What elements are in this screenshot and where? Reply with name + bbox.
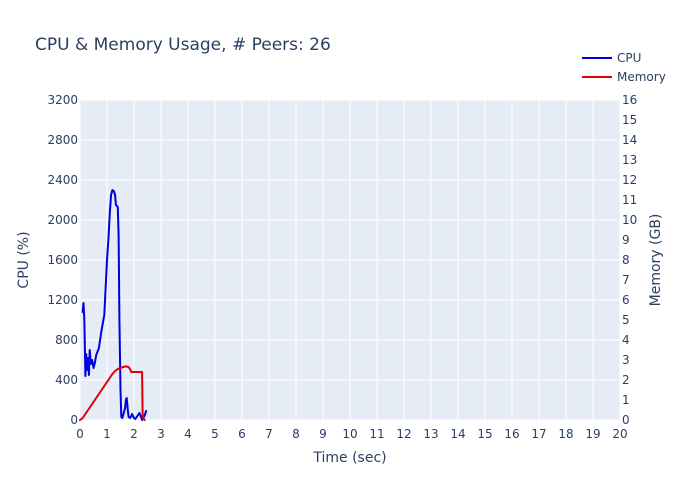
y2-tick-label: 11	[622, 193, 637, 207]
x-tick-label: 7	[265, 427, 273, 441]
gridlines	[79, 99, 621, 421]
y2-tick-label: 1	[622, 393, 630, 407]
x-tick-label: 18	[558, 427, 573, 441]
legend-item-cpu[interactable]: CPU	[582, 51, 641, 65]
y2-tick-label: 12	[622, 173, 637, 187]
y-tick-label: 400	[55, 373, 78, 387]
y-tick-label: 2800	[47, 133, 78, 147]
x-tick-label: 20	[612, 427, 627, 441]
x-tick-label: 0	[76, 427, 84, 441]
y2-tick-label: 3	[622, 353, 630, 367]
y2-tick-label: 15	[622, 113, 637, 127]
y-tick-label: 2400	[47, 173, 78, 187]
x-tick-label: 19	[585, 427, 600, 441]
x-tick-label: 5	[211, 427, 219, 441]
x-tick-label: 11	[369, 427, 384, 441]
x-tick-label: 14	[450, 427, 465, 441]
legend-label-cpu: CPU	[617, 51, 641, 65]
legend-label-memory: Memory	[617, 70, 666, 84]
y-tick-label: 1600	[47, 253, 78, 267]
legend-item-memory[interactable]: Memory	[582, 70, 666, 84]
legend[interactable]: CPU Memory	[582, 51, 666, 84]
y2-tick-label: 10	[622, 213, 637, 227]
x-tick-label: 15	[477, 427, 492, 441]
y-tick-label: 2000	[47, 213, 78, 227]
y2-tick-label: 8	[622, 253, 630, 267]
x-tick-label: 3	[157, 427, 165, 441]
x-tick-label: 12	[396, 427, 411, 441]
y2-tick-label: 6	[622, 293, 630, 307]
y2-tick-label: 2	[622, 373, 630, 387]
series-line-memory	[79, 365, 146, 421]
y2-tick-label: 5	[622, 313, 630, 327]
series-lines	[79, 189, 148, 421]
x-axis-ticks: 0 1 2 3 4 5 6 7 8 9 10 11 12 13 14 15 16 17 18 19 20	[76, 427, 627, 441]
chart-title: CPU & Memory Usage, # Peers: 26	[35, 35, 331, 55]
x-tick-label: 10	[342, 427, 357, 441]
y-tick-label: 800	[55, 333, 78, 347]
y2-tick-label: 9	[622, 233, 630, 247]
y2-tick-label: 14	[622, 133, 637, 147]
x-tick-label: 6	[238, 427, 246, 441]
y2-axis-title: Memory (GB)	[648, 214, 664, 307]
y2-tick-label: 13	[622, 153, 637, 167]
y2-tick-label: 0	[622, 413, 630, 427]
y2-tick-label: 4	[622, 333, 630, 347]
y-tick-label: 1200	[47, 293, 78, 307]
x-tick-label: 8	[292, 427, 300, 441]
x-tick-label: 4	[184, 427, 192, 441]
y-axis-ticks: 0 400 800 1200 1600 2000 2400 2800 3200	[47, 93, 78, 427]
x-tick-label: 13	[423, 427, 438, 441]
x-tick-label: 2	[130, 427, 138, 441]
x-tick-label: 1	[103, 427, 111, 441]
y-tick-label: 3200	[47, 93, 78, 107]
series-line-cpu	[81, 189, 148, 421]
x-tick-label: 16	[504, 427, 519, 441]
y2-tick-label: 7	[622, 273, 630, 287]
x-tick-label: 9	[319, 427, 327, 441]
y-axis-title: CPU (%)	[16, 231, 32, 288]
x-tick-label: 17	[531, 427, 546, 441]
y2-tick-label: 16	[622, 93, 637, 107]
x-axis-title: Time (sec)	[312, 450, 386, 466]
y-tick-label: 0	[70, 413, 78, 427]
